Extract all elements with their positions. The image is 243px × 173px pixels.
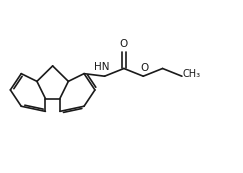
Text: O: O (120, 39, 128, 49)
Text: CH₃: CH₃ (183, 69, 201, 79)
Text: HN: HN (95, 62, 110, 72)
Text: O: O (140, 63, 148, 73)
